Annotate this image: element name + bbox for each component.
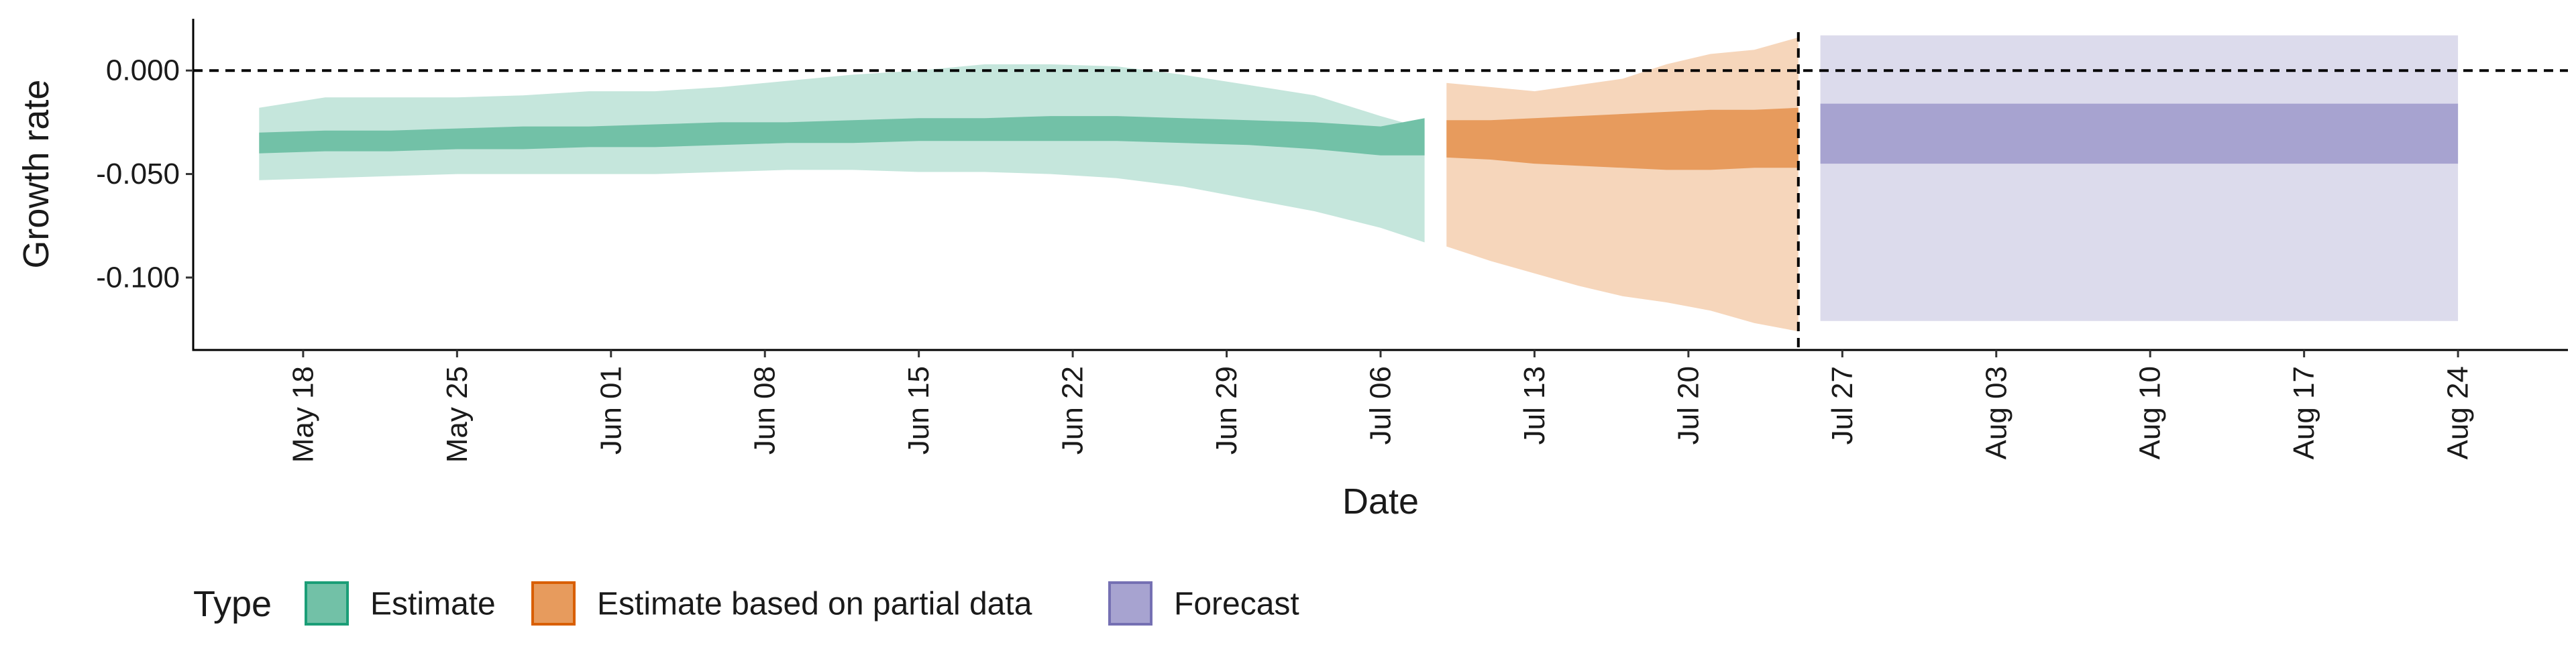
- x-tick-label: Jun 01: [594, 366, 627, 455]
- series-outer-band-3: [1820, 35, 2459, 321]
- series-outer-band-2: [1446, 37, 1799, 332]
- y-tick-label: 0.000: [106, 54, 180, 87]
- legend-label-1: Estimate: [370, 587, 496, 622]
- legend-label-3: Forecast: [1174, 587, 1299, 622]
- x-tick-label: Jul 27: [1826, 366, 1859, 445]
- x-tick-label: Jul 20: [1672, 366, 1705, 445]
- x-tick-label: Jul 06: [1364, 366, 1397, 445]
- x-tick-label: Aug 03: [1980, 366, 2012, 459]
- x-tick-label: Jun 22: [1057, 366, 1089, 455]
- legend-key-3: [1108, 581, 1152, 626]
- x-tick-label: Jul 13: [1518, 366, 1551, 445]
- x-tick-label: Jun 15: [902, 366, 935, 455]
- y-tick-label: -0.100: [96, 261, 180, 294]
- x-axis-title: Date: [1342, 481, 1419, 522]
- series-inner-band-2: [1446, 107, 1799, 170]
- legend-key-1: [305, 581, 349, 626]
- x-tick-label: Aug 17: [2288, 366, 2320, 459]
- series-outer-band-1: [259, 64, 1425, 243]
- x-tick-label: May 25: [441, 366, 474, 463]
- x-tick-label: Aug 10: [2134, 366, 2167, 459]
- series-inner-band-1: [259, 116, 1425, 156]
- y-tick-label: -0.050: [96, 158, 180, 190]
- legend-title: Type: [193, 584, 272, 624]
- x-tick-label: Aug 24: [2442, 366, 2475, 459]
- legend-label-2: Estimate based on partial data: [597, 587, 1032, 622]
- y-axis-title: Growth rate: [16, 80, 56, 269]
- series-inner-band-3: [1820, 103, 2459, 164]
- legend-key-2: [531, 581, 576, 626]
- x-tick-label: May 18: [286, 366, 319, 463]
- x-tick-label: Jun 29: [1210, 366, 1243, 455]
- x-tick-label: Jun 08: [749, 366, 782, 455]
